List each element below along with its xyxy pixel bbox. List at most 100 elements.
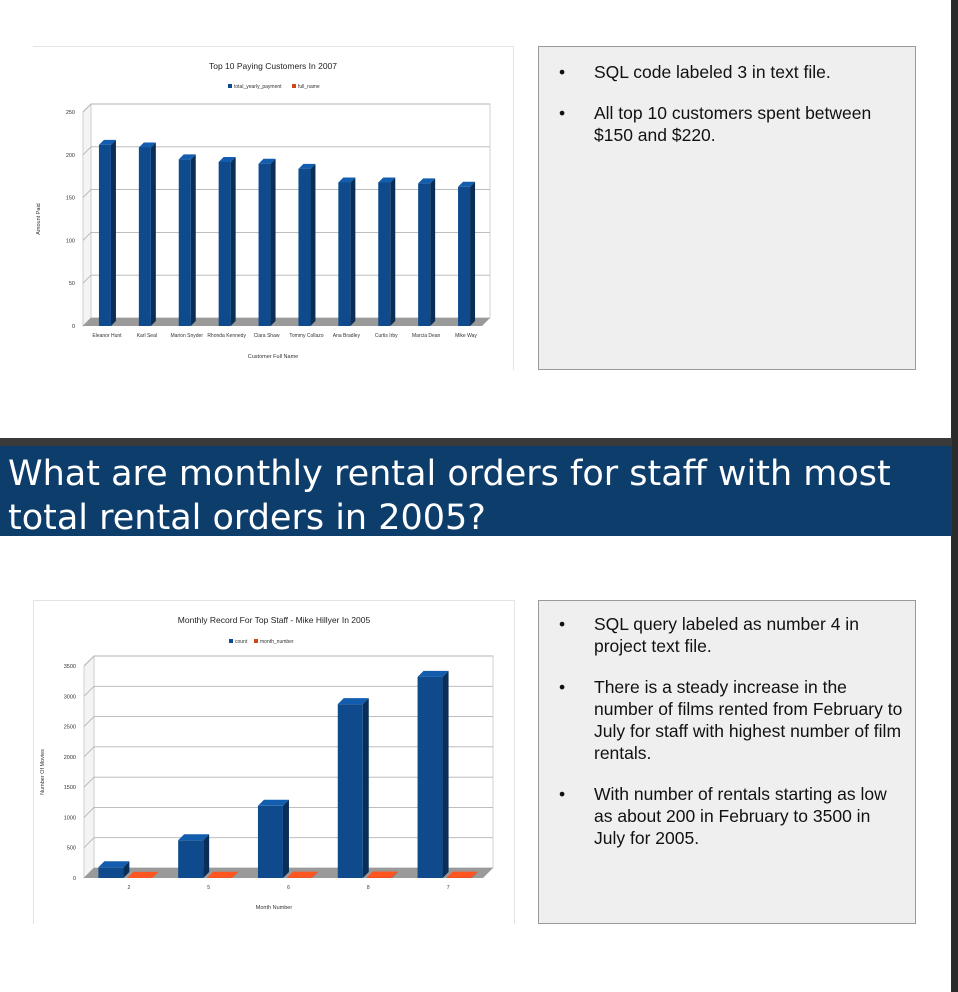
bar-top [446, 871, 478, 878]
chart-title: Monthly Record For Top Staff - Mike Hill… [178, 615, 371, 625]
bullet-item: • There is a steady increase in the numbe… [539, 676, 915, 764]
x-tick-label: Curtis Irby [375, 333, 398, 339]
bullet-item: • With number of rentals starting as low … [539, 783, 915, 849]
bar-top [218, 156, 236, 162]
legend-label: count [235, 639, 248, 645]
x-tick-label: Ana Bradley [333, 333, 361, 339]
bar-side [270, 158, 276, 326]
bar-top [418, 178, 436, 184]
x-tick-label: Karl Seal [137, 333, 157, 339]
gridline [82, 103, 490, 113]
gridline [82, 146, 490, 156]
gridline [82, 274, 490, 284]
y-tick-label: 1500 [64, 785, 76, 791]
legend-swatch [254, 639, 258, 643]
bar-side [230, 156, 236, 326]
x-tick-label: Mike Way [455, 333, 477, 339]
x-tick-label: Clara Shaw [254, 333, 280, 339]
bullet-text: All top 10 customers spent between $150 … [594, 103, 872, 145]
bar-top [98, 139, 116, 145]
gridline [82, 189, 490, 198]
x-tick-label: 6 [287, 885, 290, 891]
section-heading: What are monthly rental orders for staff… [8, 454, 891, 538]
bar-top [258, 158, 276, 164]
bar [257, 805, 283, 878]
gridline [83, 685, 493, 697]
x-tick-label: 7 [447, 885, 450, 891]
bullet-dot: • [559, 784, 566, 804]
y-axis-label: Amount Paid [36, 203, 42, 235]
bar [98, 867, 124, 878]
y-tick-label: 500 [67, 846, 76, 852]
y-tick-label: 0 [73, 876, 76, 882]
x-tick-label: Marcia Dean [412, 333, 441, 339]
bar-top [127, 871, 159, 878]
bar-top [298, 163, 316, 169]
bar-top [178, 834, 210, 841]
bar-side [442, 670, 449, 878]
x-tick-label: Rhonda Kennedy [207, 333, 246, 339]
legend-swatch [292, 84, 296, 88]
bar-top [338, 177, 356, 183]
bar-top [257, 799, 289, 806]
bullet-text: SQL query labeled as number 4 in project… [594, 614, 859, 656]
x-tick-label: Eleanor Hunt [92, 333, 122, 339]
bullet-item: • All top 10 customers spent between $150… [539, 102, 915, 146]
legend-label: month_number [260, 639, 294, 645]
legend-swatch [228, 84, 232, 88]
bullet-item: • SQL query labeled as number 4 in projec… [539, 613, 915, 657]
notes-panel-top: • SQL code labeled 3 in text file. • All t… [538, 46, 916, 370]
bar-side [190, 154, 196, 326]
bar [418, 183, 431, 326]
chart-side-wall [82, 103, 92, 327]
bar-side [350, 177, 356, 326]
bar-side [470, 181, 476, 326]
bar-top [378, 177, 396, 183]
chart2-svg: Monthly Record For Top Staff - Mike Hill… [40, 615, 494, 911]
y-tick-label: 200 [66, 153, 75, 159]
bar [338, 182, 351, 326]
x-tick-label: Tommy Collazo [289, 333, 323, 339]
bar-side [152, 871, 159, 878]
bar-top [98, 861, 130, 868]
bar [258, 163, 271, 326]
bar-side [430, 178, 436, 326]
y-tick-label: 150 [66, 196, 75, 202]
section-heading-band: What are monthly rental orders for staff… [0, 438, 952, 538]
bar-side [362, 698, 369, 878]
y-tick-label: 100 [66, 238, 75, 244]
y-tick-label: 0 [72, 324, 75, 330]
bar [337, 704, 363, 878]
x-axis-label: Month Number [256, 905, 293, 911]
chart-side-wall [83, 655, 95, 879]
bar-side [390, 177, 396, 326]
y-tick-label: 3500 [64, 664, 76, 670]
bar-side [391, 871, 398, 878]
legend-label: full_name [298, 84, 320, 90]
legend-swatch [229, 639, 233, 643]
y-tick-label: 50 [69, 281, 75, 287]
bullet-dot: • [559, 103, 566, 123]
x-axis-label: Customer Full Name [248, 354, 298, 360]
gridline [83, 655, 493, 667]
legend-label: total_yearly_payment [234, 84, 282, 90]
x-tick-label: 8 [367, 885, 370, 891]
bar-side [110, 139, 116, 326]
bar-top [417, 670, 449, 677]
bar [178, 840, 204, 878]
bar-side [123, 861, 130, 878]
bar-side [203, 834, 210, 878]
y-tick-label: 2000 [64, 755, 76, 761]
bullet-text: With number of rentals starting as low a… [594, 784, 887, 848]
bullet-dot: • [559, 614, 566, 634]
bullet-text: SQL code labeled 3 in text file. [594, 62, 831, 82]
y-tick-label: 1000 [64, 815, 76, 821]
bar-side [471, 871, 478, 878]
bar-side [311, 871, 318, 878]
bar-top [366, 871, 398, 878]
bar-side [232, 871, 239, 878]
bar [178, 159, 191, 326]
bar-side [150, 142, 156, 326]
chart1-svg: Top 10 Paying Customers In 2007 total_yea… [36, 61, 491, 360]
gridline [82, 231, 490, 241]
